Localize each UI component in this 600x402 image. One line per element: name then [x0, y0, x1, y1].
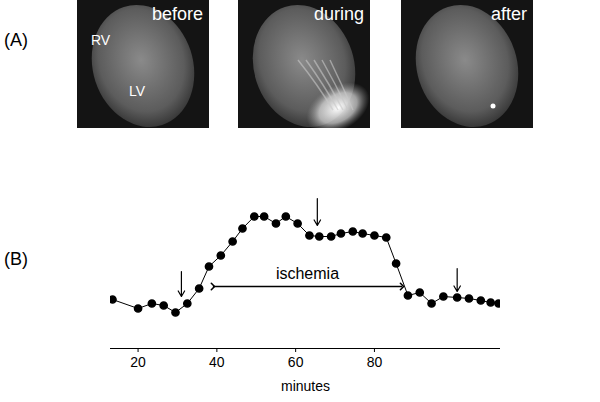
svg-text:20: 20: [130, 354, 146, 370]
svg-text:during: during: [314, 4, 364, 24]
svg-text:RV: RV: [91, 32, 111, 48]
svg-text:minutes: minutes: [281, 378, 330, 394]
svg-text:ischemia: ischemia: [276, 265, 339, 282]
html-text:(A): (A): [4, 30, 28, 50]
html-text:(B): (B): [4, 249, 28, 269]
svg-text:60: 60: [288, 354, 304, 370]
svg-text:40: 40: [209, 354, 225, 370]
svg-text:after: after: [491, 4, 527, 24]
svg-text:before: before: [152, 4, 203, 24]
svg-text:80: 80: [367, 354, 383, 370]
svg-text:LV: LV: [129, 83, 146, 99]
